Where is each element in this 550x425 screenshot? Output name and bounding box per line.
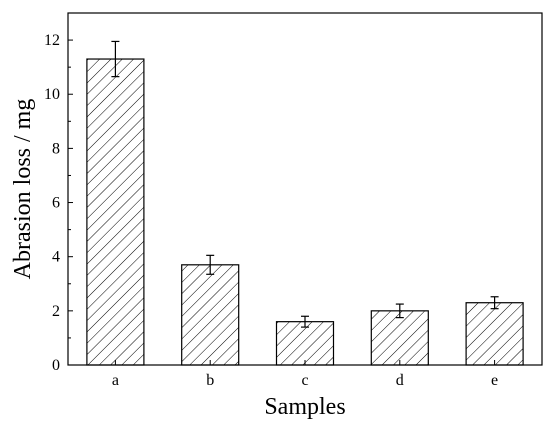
bar-d xyxy=(370,310,429,366)
bar-c xyxy=(275,321,335,366)
x-axis-title: Samples xyxy=(264,394,345,420)
bar-b xyxy=(181,264,240,366)
y-axis-ticks: 0 2 4 6 8 10 12 xyxy=(44,32,73,374)
y-tick-label-8: 8 xyxy=(52,140,60,157)
bar-e xyxy=(465,302,524,366)
x-axis-ticks: a b c d e xyxy=(112,360,498,389)
y-tick-label-6: 6 xyxy=(52,195,60,212)
bar-a xyxy=(86,58,145,366)
y-tick-label-4: 4 xyxy=(52,249,60,266)
y-tick-label-0: 0 xyxy=(52,357,60,374)
x-tick-label-a: a xyxy=(112,372,119,389)
x-tick-label-e: e xyxy=(491,372,498,389)
y-tick-label-12: 12 xyxy=(44,32,60,49)
error-bars-group xyxy=(111,40,499,328)
y-axis-title: Abrasion loss / mg xyxy=(10,99,36,280)
x-tick-label-c: c xyxy=(301,372,308,389)
y-tick-label-2: 2 xyxy=(52,303,60,320)
y-tick-label-10: 10 xyxy=(44,86,60,103)
x-tick-label-d: d xyxy=(396,372,404,389)
x-tick-label-b: b xyxy=(206,372,214,389)
